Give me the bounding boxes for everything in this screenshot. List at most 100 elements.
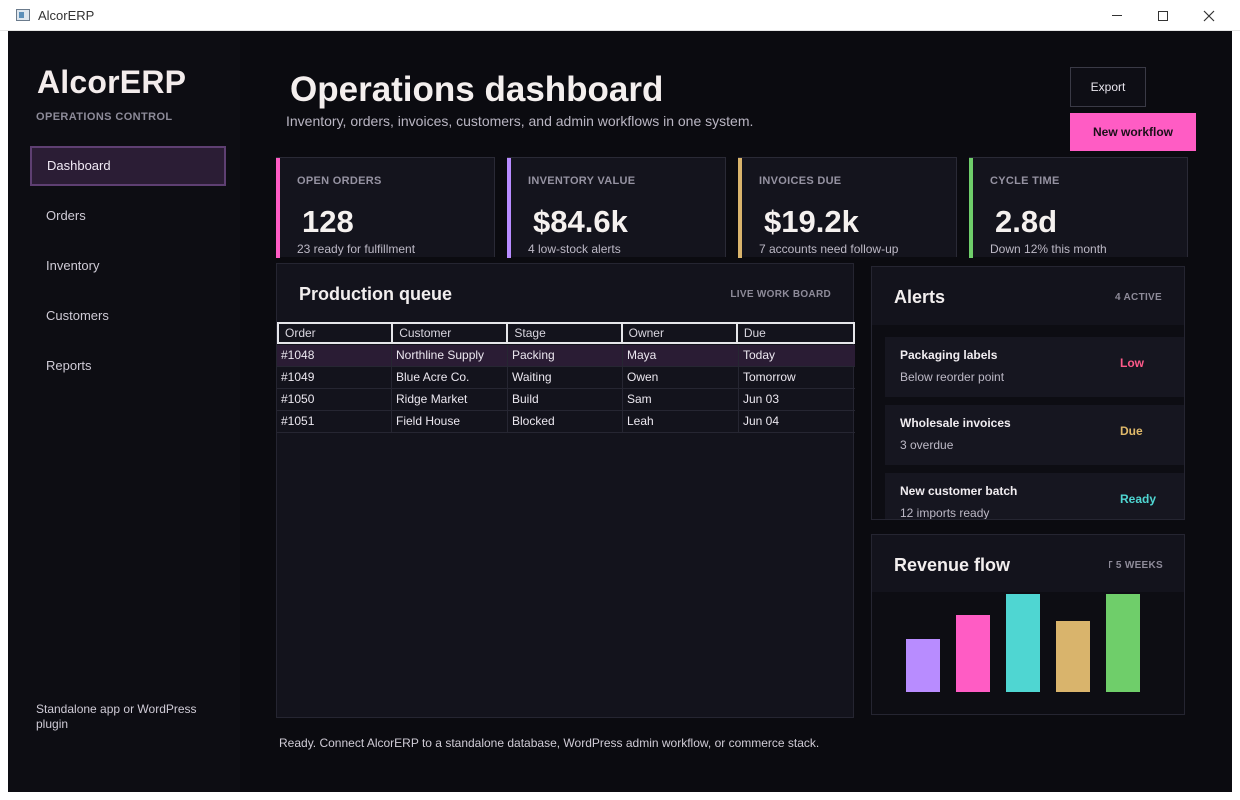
revenue-bar-2: [956, 615, 990, 692]
table-header: Order Customer Stage Owner Due: [277, 322, 855, 344]
stat-card-inventory-value: INVENTORY VALUE $84.6k 4 low-stock alert…: [507, 157, 726, 258]
brand-logo: AlcorERP: [37, 64, 187, 100]
stat-value: 2.8d: [995, 204, 1058, 239]
alert-title: New customer batch: [900, 484, 1018, 498]
stat-note: 4 low-stock alerts: [528, 242, 621, 256]
table-cell: #1048: [277, 345, 392, 366]
maximize-button[interactable]: [1140, 0, 1186, 31]
table-cell: Northline Supply: [392, 345, 508, 366]
panel-tag: LAST 5 WEEKS: [1109, 560, 1163, 571]
panel-title: Alerts: [894, 287, 946, 307]
sidebar-item-customers[interactable]: Customers: [46, 308, 109, 323]
brand-subtitle: OPERATIONS CONTROL: [36, 111, 173, 123]
column-header-owner[interactable]: Owner: [623, 324, 738, 342]
sidebar-footer: Standalone app or WordPress plugin: [36, 702, 197, 731]
window-titlebar: AlcorERP: [0, 0, 1240, 31]
table-cell: Jun 04: [743, 414, 780, 428]
table-cell: Field House: [392, 411, 508, 432]
stat-value: 128: [302, 204, 354, 239]
page-title: Operations dashboard: [290, 70, 664, 109]
table-row[interactable]: #1050 Ridge Market Build Sam Jun 03: [277, 389, 855, 411]
sidebar-item-dashboard[interactable]: Dashboard: [30, 146, 226, 186]
close-button[interactable]: [1186, 0, 1232, 31]
stat-accent-bar: [276, 158, 280, 258]
column-header-order[interactable]: Order: [279, 324, 394, 342]
revenue-bar-5: [1106, 594, 1140, 692]
alert-item[interactable]: Wholesale invoices 3 overdue Due: [885, 405, 1184, 465]
alert-title: Packaging labels: [900, 348, 998, 362]
production-queue-panel: Production queue LIVE WORK BOARD Order C…: [276, 263, 855, 718]
table-row[interactable]: #1049 Blue Acre Co. Waiting Owen Tomorro…: [277, 367, 855, 389]
alert-detail: 3 overdue: [900, 438, 954, 452]
stat-label: OPEN ORDERS: [297, 175, 382, 187]
alert-title: Wholesale invoices: [900, 416, 1011, 430]
sidebar-item-orders[interactable]: Orders: [46, 208, 86, 223]
revenue-flow-panel: Revenue flow LAST 5 WEEKS: [871, 534, 1185, 715]
table-cell: Build: [508, 389, 623, 410]
maximize-icon: [1158, 10, 1168, 21]
stat-accent-bar: [507, 158, 511, 258]
alert-status: Due: [1120, 424, 1143, 438]
table-cell: Blocked: [508, 411, 623, 432]
column-header-stage[interactable]: Stage: [508, 324, 623, 342]
app-window: AlcorERP OPERATIONS CONTROL Dashboard Or…: [8, 31, 1232, 792]
table-row[interactable]: #1048 Northline Supply Packing Maya Toda…: [277, 345, 855, 367]
window-title: AlcorERP: [38, 8, 95, 23]
alert-status: Low: [1120, 356, 1144, 370]
status-bar-text: Ready. Connect AlcorERP to a standalone …: [279, 736, 820, 750]
panel-title: Revenue flow: [894, 555, 1011, 575]
table-cell: Packing: [508, 345, 623, 366]
stat-label: CYCLE TIME: [990, 175, 1060, 187]
revenue-bar-chart: [906, 594, 1140, 692]
alert-status: Ready: [1120, 492, 1157, 506]
export-button[interactable]: Export: [1070, 67, 1146, 107]
stat-card-open-orders: OPEN ORDERS 128 23 ready for fulfillment: [276, 157, 495, 258]
table-row[interactable]: #1051 Field House Blocked Leah Jun 04: [277, 411, 855, 433]
table-cell: #1050: [277, 389, 392, 410]
stat-label: INVOICES DUE: [759, 175, 842, 187]
app-icon: [16, 9, 30, 21]
table-cell: Sam: [623, 389, 739, 410]
sidebar: AlcorERP OPERATIONS CONTROL Dashboard Or…: [8, 31, 240, 792]
close-icon: [1203, 10, 1215, 21]
alert-detail: Below reorder point: [900, 370, 1005, 384]
alert-detail: 12 imports ready: [900, 506, 990, 520]
alert-item[interactable]: New customer batch 12 imports ready Read…: [885, 473, 1184, 520]
table-cell: Owen: [623, 367, 739, 388]
stat-value: $84.6k: [533, 204, 628, 239]
sidebar-item-reports[interactable]: Reports: [46, 358, 92, 373]
stat-note: 23 ready for fulfillment: [297, 242, 416, 256]
revenue-chart: [872, 592, 1184, 714]
table-cell: Jun 03: [743, 392, 780, 406]
stat-card-invoices-due: INVOICES DUE $19.2k 7 accounts need foll…: [738, 157, 957, 258]
minimize-icon: [1112, 15, 1122, 16]
alerts-list[interactable]: Packaging labels Below reorder point Low…: [872, 325, 1184, 520]
table-cell: #1049: [277, 367, 392, 388]
revenue-bar-3: [1006, 594, 1040, 692]
panel-tag: LIVE WORK BOARD: [730, 289, 831, 300]
stat-value: $19.2k: [764, 204, 859, 239]
table-cell: Maya: [623, 345, 739, 366]
alert-item[interactable]: Packaging labels Below reorder point Low: [885, 337, 1184, 397]
revenue-bar-1: [906, 639, 940, 692]
stat-label: INVENTORY VALUE: [528, 175, 636, 187]
new-workflow-button[interactable]: New workflow: [1070, 113, 1196, 151]
sidebar-item-inventory[interactable]: Inventory: [46, 258, 100, 273]
alerts-panel: Alerts 4 ACTIVE Packaging labels Below r…: [871, 266, 1185, 520]
stat-card-cycle-time: CYCLE TIME 2.8d Down 12% this month: [969, 157, 1188, 258]
table-cell: Today: [743, 348, 776, 362]
minimize-button[interactable]: [1094, 0, 1140, 31]
stat-accent-bar: [969, 158, 973, 258]
table-cell: #1051: [277, 411, 392, 432]
column-header-due[interactable]: Due: [743, 326, 766, 340]
page-subtitle: Inventory, orders, invoices, customers, …: [286, 113, 754, 129]
column-header-customer[interactable]: Customer: [393, 324, 509, 342]
stat-accent-bar: [738, 158, 742, 258]
stat-note: Down 12% this month: [990, 242, 1107, 256]
panel-tag: 4 ACTIVE: [1114, 292, 1162, 303]
table-cell: Blue Acre Co.: [392, 367, 508, 388]
stat-note: 7 accounts need follow-up: [759, 242, 899, 256]
table-cell: Tomorrow: [743, 370, 796, 384]
table-cell: Waiting: [508, 367, 623, 388]
table-cell: Ridge Market: [392, 389, 508, 410]
